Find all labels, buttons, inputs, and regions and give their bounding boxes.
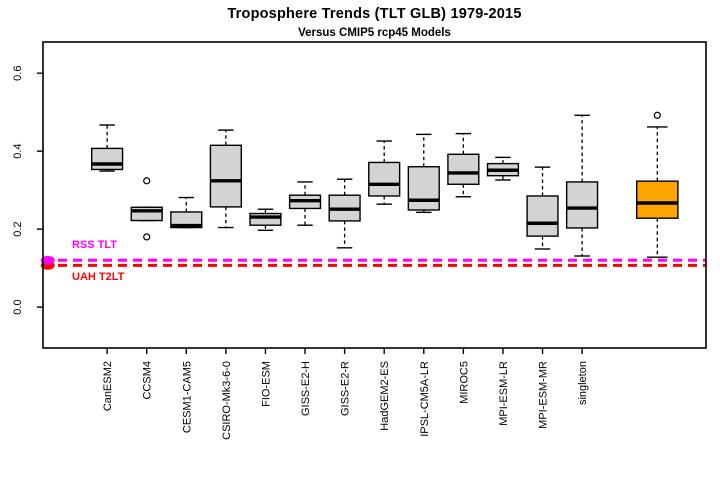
- x-axis-tick-label: MIROC5: [458, 361, 470, 404]
- boxplot-box: [565, 181, 599, 229]
- y-axis-tick-label: 0.0: [12, 299, 24, 314]
- outlier-point: [143, 177, 151, 185]
- chart-subtitle: Versus CMIP5 rcp45 Models: [298, 27, 451, 39]
- chart-title: Troposphere Trends (TLT GLB) 1979-2015: [227, 6, 522, 22]
- x-axis-tick-label: HadGEM2-ES: [379, 361, 391, 431]
- x-axis-tick-label: singleton: [577, 361, 589, 405]
- boxplot-box: [249, 212, 282, 226]
- boxplot-box: [636, 180, 679, 219]
- x-axis-tick-label: CCSM4: [142, 361, 154, 400]
- y-axis-tick-label: 0.2: [12, 221, 24, 236]
- y-axis-tick-label: 0.6: [12, 66, 24, 81]
- x-axis-tick-label: IPSL-CM5A-LR: [419, 361, 431, 437]
- boxplot-box: [526, 195, 559, 237]
- x-axis-tick-label: CanESM2: [102, 361, 114, 411]
- boxplot-box: [90, 147, 124, 171]
- x-axis-tick-label: CESM1-CAM5: [181, 361, 193, 433]
- boxplot-box: [209, 144, 243, 208]
- outlier-point: [653, 111, 661, 119]
- boxplot-box: [407, 166, 440, 211]
- x-axis-tick-label: MPI-ESM-LR: [498, 361, 510, 426]
- x-axis-tick-label: CSIRO-Mk3-6-0: [221, 361, 233, 440]
- y-axis-tick-label: 0.4: [12, 143, 24, 158]
- x-axis-tick-label: MPI-ESM-MR: [538, 361, 550, 429]
- outlier-point: [143, 233, 151, 241]
- boxplot-box: [170, 211, 203, 229]
- boxplot-box: [447, 153, 480, 185]
- reference-point: [40, 255, 55, 265]
- uah-t2lt-label: UAH T2LT: [72, 271, 125, 283]
- boxplot-box: [368, 161, 401, 197]
- rss-tlt-label: RSS TLT: [72, 239, 118, 251]
- plot-border: [42, 41, 707, 349]
- x-axis-tick-label: FIO-ESM: [260, 361, 272, 407]
- x-axis-tick-label: GISS-E2-R: [340, 361, 352, 416]
- x-axis-tick-label: GISS-E2-H: [300, 361, 312, 416]
